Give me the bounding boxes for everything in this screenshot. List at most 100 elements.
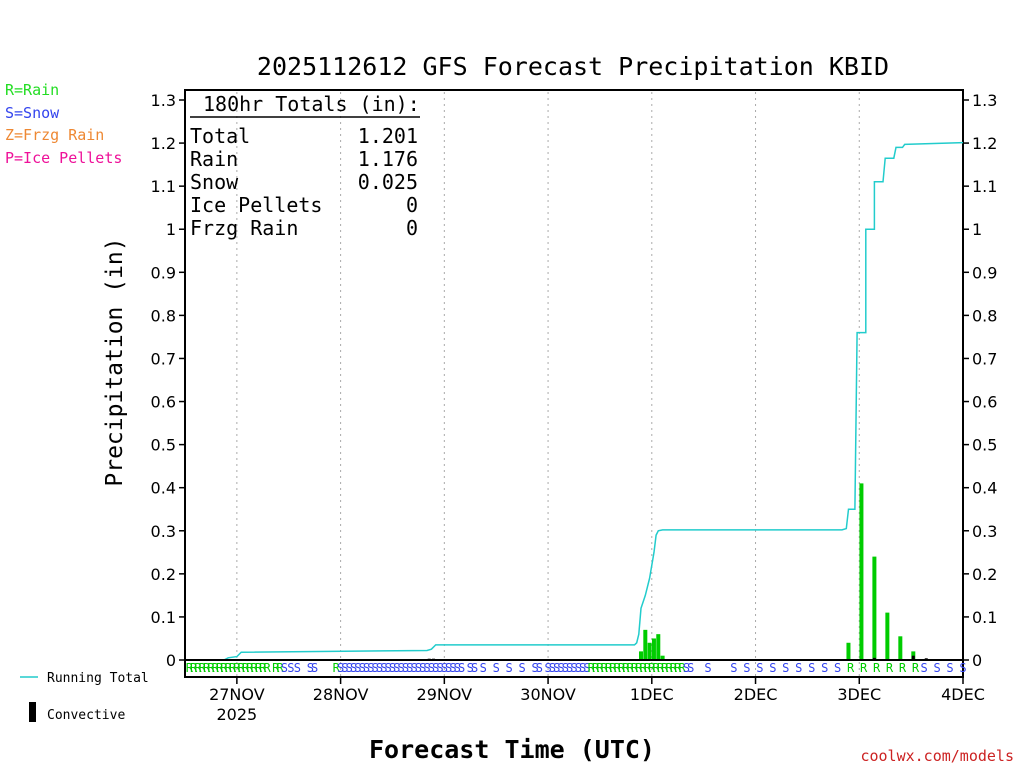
- x-tick-label: 30NOV: [520, 685, 576, 704]
- ptype-mark: R: [618, 661, 626, 675]
- convective-bar: [911, 655, 915, 660]
- ptype-mark: S: [467, 661, 474, 675]
- y-tick-label-right: 0.1: [972, 608, 997, 627]
- ptype-mark: S: [294, 661, 301, 675]
- ptype-mark: S: [519, 661, 526, 675]
- ptype-mark: S: [756, 661, 763, 675]
- ptype-mark: R: [255, 661, 263, 675]
- ptype-mark: S: [423, 661, 430, 675]
- running-total-line: [185, 141, 964, 661]
- ptype-mark: S: [410, 661, 417, 675]
- y-tick-label-left: 1.2: [151, 134, 176, 153]
- y-tick-label-left: 0.1: [151, 608, 176, 627]
- ptype-mark: R: [657, 661, 665, 675]
- ptype-mark: R: [238, 661, 246, 675]
- y-tick-label-right: 1.2: [972, 134, 997, 153]
- ptype-mark: R: [670, 661, 678, 675]
- ptype-mark: S: [743, 661, 750, 675]
- legend-ice-pellets: P=Ice Pellets: [5, 149, 122, 167]
- totals-label-snow: Snow: [190, 170, 239, 194]
- ptype-mark: S: [795, 661, 802, 675]
- ptype-mark: R: [207, 661, 215, 675]
- ptype-mark: S: [570, 661, 577, 675]
- convective-legend-label: Convective: [47, 708, 125, 723]
- ptype-mark: S: [436, 661, 443, 675]
- x-tick-sublabel: 2025: [217, 705, 258, 724]
- ptype-mark: S: [920, 661, 927, 675]
- x-tick-label: 28NOV: [313, 685, 369, 704]
- ptype-mark: S: [385, 661, 392, 675]
- ptype-mark: S: [959, 661, 966, 675]
- ptype-mark: R: [912, 661, 920, 675]
- ptype-mark: R: [635, 661, 643, 675]
- rain-bar: [660, 655, 665, 660]
- ptype-mark: S: [493, 661, 500, 675]
- y-tick-label-right: 0.4: [972, 479, 997, 498]
- ptype-mark: S: [346, 661, 353, 675]
- ptype-mark: S: [363, 661, 370, 675]
- y-tick-label-left: 0: [166, 651, 176, 670]
- convective-bar: [872, 657, 876, 660]
- ptype-mark: R: [644, 661, 652, 675]
- ptype-mark: R: [229, 661, 237, 675]
- ptype-mark: S: [393, 661, 400, 675]
- ptype-mark: S: [782, 661, 789, 675]
- ptype-mark: S: [359, 661, 366, 675]
- totals-value-frzg-rain: 0: [406, 216, 418, 240]
- ptype-mark: R: [627, 661, 635, 675]
- rain-bar: [859, 483, 864, 660]
- ptype-mark: R: [622, 661, 630, 675]
- ptype-mark: S: [350, 661, 357, 675]
- ptype-mark: S: [454, 661, 461, 675]
- ptype-mark: R: [860, 661, 868, 675]
- ptype-mark: S: [287, 661, 294, 675]
- ptype-mark: R: [678, 661, 686, 675]
- ptype-mark: S: [341, 661, 348, 675]
- credit-text: coolwx.com/models: [860, 747, 1014, 765]
- y-tick-label-left: 0.9: [151, 263, 176, 282]
- series-legend: Running Total Convective: [20, 671, 149, 723]
- ptype-mark: S: [445, 661, 452, 675]
- rain-bar: [872, 556, 877, 660]
- ptype-mark: S: [553, 661, 560, 675]
- ptype-mark: S: [557, 661, 564, 675]
- rain-bar: [643, 629, 648, 660]
- y-tick-label-left: 0.7: [151, 349, 176, 368]
- rain-bar: [846, 642, 851, 660]
- y-tick-label-right: 0.9: [972, 263, 997, 282]
- ptype-mark: R: [847, 661, 855, 675]
- y-tick-label-right: 0.7: [972, 349, 997, 368]
- ptype-mark: S: [449, 661, 456, 675]
- ptype-mark: R: [225, 661, 233, 675]
- y-tick-label-right: 0.8: [972, 306, 997, 325]
- y-tick-label-left: 0.4: [151, 479, 176, 498]
- ptype-mark: S: [307, 661, 314, 675]
- ptype-mark: S: [549, 661, 556, 675]
- ptype-mark: R: [203, 661, 211, 675]
- x-tick-label: 4DEC: [941, 685, 985, 704]
- ptype-mark: S: [311, 661, 318, 675]
- ptype-mark: S: [432, 661, 439, 675]
- y-tick-label-right: 0.5: [972, 436, 997, 455]
- rain-bar: [885, 612, 890, 660]
- ptype-mark: R: [190, 661, 198, 675]
- ptype-mark: S: [575, 661, 582, 675]
- ptype-mark: S: [471, 661, 478, 675]
- x-tick-label: 29NOV: [417, 685, 473, 704]
- ptype-mark: R: [614, 661, 622, 675]
- y-axis-label: Precipitation (in): [102, 237, 128, 486]
- ptype-mark: R: [592, 661, 600, 675]
- ptype-mark: S: [415, 661, 422, 675]
- y-tick-label-left: 1.3: [151, 91, 176, 110]
- ptype-legend: R=Rain S=Snow Z=Frzg Rain P=Ice Pellets: [5, 81, 122, 167]
- x-tick-label: 27NOV: [209, 685, 265, 704]
- ptype-mark: R: [194, 661, 202, 675]
- legend-rain: R=Rain: [5, 81, 59, 99]
- ptype-mark: S: [583, 661, 590, 675]
- ptype-mark: S: [376, 661, 383, 675]
- rain-bar: [651, 638, 656, 660]
- x-tick-label: 2DEC: [734, 685, 778, 704]
- ptype-mark: R: [246, 661, 254, 675]
